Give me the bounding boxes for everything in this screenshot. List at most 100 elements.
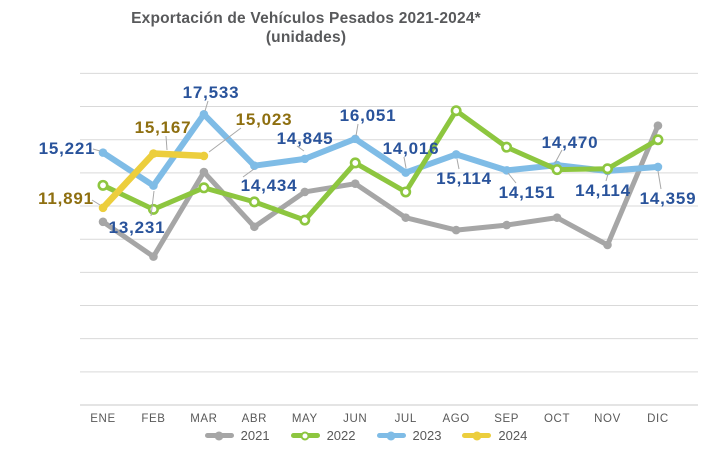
series-marker-2021 [149,252,158,261]
data-label-2023-JUL: 14,016 [383,139,440,158]
series-marker-2023 [250,161,259,170]
legend-line-swatch-2021 [204,431,234,440]
data-label-2023-OCT: 14,470 [542,133,599,152]
series-marker-2022 [652,134,664,146]
series-marker-2022 [551,164,563,176]
x-axis-label-FEB: FEB [141,413,165,425]
x-axis-label-DIC: DIC [647,413,669,425]
label-callout-line [204,100,209,112]
legend-marker-2023 [386,431,396,440]
series-marker-2024 [98,203,108,213]
legend-label-2023: 2023 [412,428,442,443]
series-marker-2022 [501,141,513,153]
legend-item-2021: 2021 [204,428,270,443]
legend-marker-2021 [214,431,224,440]
x-axis-label-JUN: JUN [343,413,367,425]
x-axis-label-OCT: OCT [544,413,570,425]
legend-line-swatch-2022 [290,431,320,440]
label-callout-line [165,135,168,151]
data-label-2024-ENE: 11,891 [38,189,94,208]
series-marker-2024 [199,151,209,161]
x-axis-label-ENE: ENE [90,413,115,425]
data-label-2023-AGO: 15,114 [436,169,492,188]
x-axis-label-SEP: SEP [494,413,519,425]
chart-title-line2: (unidades) [265,29,347,46]
data-label-2023-ABR: 14,434 [241,176,298,195]
series-marker-2022 [97,179,109,191]
series-marker-2023 [98,148,108,157]
series-marker-2024 [149,149,158,158]
x-axis-label-MAR: MAR [190,413,217,425]
x-axis-label-AGO: AGO [442,413,469,425]
label-callout-line [403,156,407,169]
label-callout-line [456,158,460,170]
series-marker-2023 [653,162,663,172]
series-marker-2021 [250,222,259,232]
series-marker-2023 [451,150,461,159]
series-marker-2022 [349,157,361,169]
data-label-2024-MAR: 15,023 [236,110,293,129]
series-marker-2021 [451,225,461,235]
legend-item-2022: 2022 [290,428,356,443]
series-marker-2022 [400,186,412,198]
legend-marker-2024 [472,431,482,440]
series-marker-2023 [502,166,511,175]
series-marker-2022 [147,203,159,215]
label-callout-line [657,170,662,190]
series-marker-2023 [401,168,411,177]
series-marker-2023 [149,181,158,190]
data-label-2023-NOV: 14,114 [575,181,631,200]
data-label-2023-MAY: 14,845 [277,129,334,148]
legend-label-2022: 2022 [326,428,356,443]
label-callout-line [296,145,305,152]
label-callout-line [208,127,242,153]
series-marker-2021 [98,217,108,227]
series-marker-2021 [603,240,612,250]
series-marker-2021 [401,213,411,222]
label-callout-line [150,190,155,217]
x-axis-label-MAY: MAY [292,413,318,425]
label-callout-line [605,173,609,182]
label-callout-line [355,123,359,137]
chart-title: Exportación de Vehículos Pesados 2021-20… [0,9,612,47]
data-label-2023-ENE: 15,221 [39,139,96,158]
x-axis-label-ABR: ABR [242,413,267,425]
data-label-2023-JUN: 16,051 [340,106,397,125]
legend: 2021 2022 2023 2024 [0,428,722,443]
series-line-2023 [100,111,661,189]
label-callout-line [242,168,255,178]
data-label-2023-FEB: 13,231 [109,218,166,237]
series-marker-2021 [552,213,562,222]
legend-line-swatch-2024 [462,431,492,440]
series-line-2022 [100,108,661,223]
series-marker-2023 [300,154,310,164]
series-marker-2022 [248,196,260,208]
series-marker-2021 [300,187,310,197]
label-callout-line [92,148,101,152]
x-axis-label-JUL: JUL [395,413,417,425]
label-callout-line [507,172,517,184]
x-axis-label-NOV: NOV [594,413,621,425]
legend-item-2023: 2023 [376,428,442,443]
legend-label-2021: 2021 [240,428,270,443]
series-marker-2023 [199,110,209,119]
line-chart: 15,221 13,231 17,533 14,434 14,845 16,051 14,0… [38,72,698,425]
data-label-2023-MAR: 17,533 [183,83,240,102]
series-marker-2021 [653,121,663,130]
series-marker-2022 [198,182,210,194]
data-label-2024-FEB: 15,167 [135,118,192,137]
series-marker-2023 [350,134,360,144]
series-marker-2022 [601,163,613,175]
series-marker-2022 [450,105,462,117]
legend-label-2024: 2024 [498,428,528,443]
series-marker-2021 [350,179,360,188]
legend-marker-2022 [300,431,310,440]
chart-title-line1: Exportación de Vehículos Pesados 2021-20… [131,10,481,27]
label-callout-line [91,199,101,206]
data-label-2023-SEP: 14,151 [499,183,556,202]
series-marker-2021 [199,167,209,177]
series-line-2021 [100,123,661,260]
legend-line-swatch-2023 [376,431,406,440]
data-label-2023-DIC: 14,359 [640,189,697,208]
